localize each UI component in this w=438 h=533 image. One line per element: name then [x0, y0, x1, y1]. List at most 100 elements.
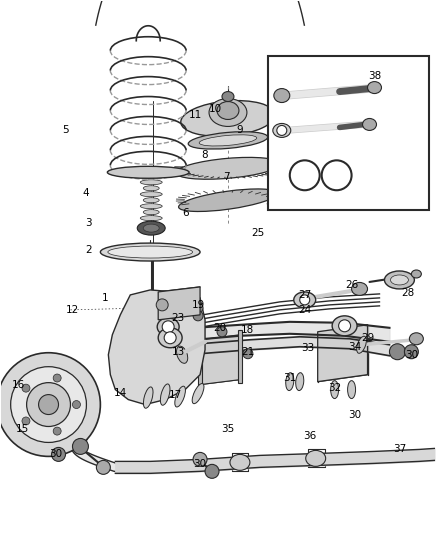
Text: 30: 30 [405, 350, 418, 360]
Text: 33: 33 [301, 343, 314, 353]
Text: 32: 32 [328, 383, 341, 393]
Circle shape [339, 320, 350, 332]
Circle shape [52, 447, 66, 462]
Ellipse shape [410, 333, 424, 345]
Ellipse shape [158, 328, 182, 348]
Ellipse shape [175, 386, 185, 407]
Circle shape [243, 349, 253, 359]
Ellipse shape [181, 101, 275, 136]
Ellipse shape [332, 316, 357, 336]
Ellipse shape [348, 381, 356, 399]
Polygon shape [198, 335, 202, 387]
Ellipse shape [143, 209, 159, 215]
Ellipse shape [363, 118, 377, 131]
Text: 11: 11 [188, 110, 202, 120]
Circle shape [193, 453, 207, 466]
Text: 30: 30 [49, 449, 62, 459]
Ellipse shape [294, 292, 316, 308]
Text: 36: 36 [303, 431, 316, 441]
Ellipse shape [176, 157, 280, 179]
Circle shape [205, 464, 219, 478]
Polygon shape [125, 338, 182, 345]
Polygon shape [140, 295, 166, 340]
Circle shape [72, 401, 81, 409]
Text: 31: 31 [283, 373, 297, 383]
Circle shape [11, 367, 86, 442]
Ellipse shape [357, 336, 367, 353]
Text: 5: 5 [62, 125, 69, 135]
Text: 37: 37 [393, 445, 406, 455]
Circle shape [72, 439, 88, 455]
Ellipse shape [108, 246, 193, 258]
Polygon shape [238, 330, 242, 383]
Ellipse shape [199, 135, 257, 146]
Text: 17: 17 [169, 390, 182, 400]
Ellipse shape [160, 384, 170, 405]
Ellipse shape [177, 346, 188, 364]
Ellipse shape [274, 88, 290, 102]
Circle shape [300, 295, 310, 305]
Ellipse shape [143, 387, 153, 408]
Circle shape [22, 384, 30, 392]
Ellipse shape [188, 132, 268, 149]
Text: 15: 15 [16, 424, 29, 434]
Text: 10: 10 [208, 103, 222, 114]
Text: 16: 16 [12, 379, 25, 390]
Ellipse shape [157, 318, 179, 336]
Circle shape [277, 125, 287, 135]
Text: 3: 3 [85, 218, 92, 228]
Text: 30: 30 [194, 459, 207, 470]
Circle shape [53, 427, 61, 435]
Ellipse shape [107, 166, 189, 178]
Bar [268, 55, 429, 210]
Polygon shape [200, 335, 240, 385]
Text: 14: 14 [114, 387, 127, 398]
Ellipse shape [217, 101, 239, 119]
Text: 1: 1 [102, 293, 109, 303]
Circle shape [290, 160, 320, 190]
Ellipse shape [143, 224, 159, 232]
Ellipse shape [230, 455, 250, 470]
Circle shape [53, 374, 61, 382]
Circle shape [193, 311, 203, 321]
Ellipse shape [286, 373, 294, 391]
Circle shape [404, 345, 418, 359]
Circle shape [0, 353, 100, 456]
Circle shape [217, 327, 227, 337]
Ellipse shape [140, 192, 162, 197]
Text: 9: 9 [237, 125, 243, 135]
Circle shape [22, 417, 30, 425]
Ellipse shape [390, 275, 408, 285]
Text: 12: 12 [66, 305, 79, 315]
Ellipse shape [100, 243, 200, 261]
Ellipse shape [143, 186, 159, 191]
Ellipse shape [306, 450, 326, 466]
Text: 24: 24 [298, 305, 311, 315]
Ellipse shape [385, 271, 414, 289]
Text: 4: 4 [82, 188, 89, 198]
Ellipse shape [140, 216, 162, 221]
Ellipse shape [367, 82, 381, 94]
Circle shape [389, 344, 406, 360]
Text: 23: 23 [172, 313, 185, 323]
Text: 26: 26 [345, 280, 358, 290]
Text: 34: 34 [348, 342, 361, 352]
Text: 30: 30 [348, 409, 361, 419]
Circle shape [39, 394, 59, 415]
Text: 2: 2 [85, 245, 92, 255]
Text: 29: 29 [361, 333, 374, 343]
Polygon shape [318, 325, 367, 382]
Circle shape [162, 321, 174, 333]
Text: 13: 13 [172, 347, 185, 357]
Polygon shape [158, 287, 200, 320]
Circle shape [156, 299, 168, 311]
Text: 27: 27 [298, 290, 311, 300]
Circle shape [27, 383, 71, 426]
Circle shape [321, 160, 352, 190]
Polygon shape [108, 290, 205, 405]
Text: 28: 28 [401, 288, 414, 298]
Ellipse shape [222, 92, 234, 101]
Ellipse shape [140, 204, 162, 209]
Ellipse shape [411, 270, 421, 278]
Text: 25: 25 [251, 228, 265, 238]
